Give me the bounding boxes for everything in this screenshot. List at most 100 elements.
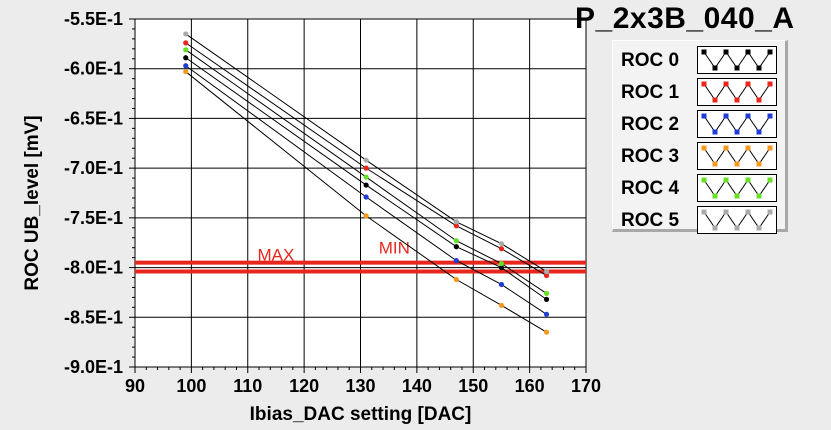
y-tick-label: -6.0E-1 [64,59,123,79]
legend-item-roc-5: ROC 5 [613,205,783,237]
legend-marker [745,177,751,183]
legend-swatch [697,46,777,74]
data-point-roc-2 [543,311,550,317]
data-point-roc-3 [453,276,459,283]
legend-swatch [697,206,777,234]
x-tick-label: 130 [345,376,375,396]
x-tick-label: 100 [176,376,206,396]
data-point-roc-3 [498,302,505,308]
x-tick-label: 90 [125,376,145,396]
x-tick-label: 170 [571,376,601,396]
x-tick-label: 140 [402,376,432,396]
legend-marker [767,81,773,87]
legend-marker [723,81,729,87]
legend-label: ROC 2 [621,114,680,135]
legend-marker [723,113,729,119]
data-point-roc-2 [183,63,189,69]
data-point-roc-0 [453,244,459,250]
y-tick-label: -9.0E-1 [64,357,123,377]
legend-swatch [697,174,777,202]
legend-swatch [697,78,777,106]
legend: ROC 0 ROC 1 ROC 2 ROC 3 ROC 4 ROC 5 [612,40,788,234]
legend-marker [767,145,773,151]
x-tick-label: 120 [289,376,319,396]
legend-label: ROC 1 [621,82,680,103]
x-axis-label: Ibias_DAC setting [DAC] [250,404,472,425]
legend-marker [756,193,762,199]
legend-swatch [697,142,777,170]
legend-marker [712,161,718,167]
data-series [183,31,550,335]
y-tick-label: -8.0E-1 [64,258,123,278]
legend-marker [756,225,762,231]
legend-marker [767,49,773,55]
limit-lines: MAX MIN [135,239,586,274]
data-point-roc-1 [453,223,459,229]
x-tick-label: 110 [233,376,262,396]
data-point-roc-4 [363,174,369,180]
data-point-roc-1 [183,40,189,46]
legend-label: ROC 5 [621,210,680,231]
legend-marker [723,209,729,215]
y-tick-label: -8.5E-1 [64,307,123,327]
chart-title: P_2x3B_040_A [575,2,795,35]
legend-marker [745,209,751,215]
data-point-roc-3 [363,213,369,219]
data-point-roc-5 [498,241,505,247]
legend-marker [745,81,751,87]
legend-marker [745,145,751,151]
data-point-roc-2 [453,258,459,264]
data-point-roc-4 [183,47,189,53]
data-point-roc-1 [498,246,505,252]
legend-label: ROC 0 [621,50,680,71]
legend-marker [767,113,773,119]
data-point-roc-1 [543,272,550,279]
data-point-roc-4 [453,238,459,244]
legend-marker [734,193,740,199]
legend-marker [701,145,707,151]
legend-label: ROC 3 [621,146,680,167]
legend-marker [701,49,707,55]
legend-marker [756,161,762,167]
legend-marker [745,49,751,55]
legend-marker [723,145,729,151]
axes: 90 100 110 120 130 140 150 160 170 -5.5E-1 -6.0E-1… [64,9,601,396]
x-tick-label: 160 [515,376,545,396]
legend-item-roc-1: ROC 1 [613,77,783,109]
data-point-roc-5 [453,219,459,225]
limit-label-min: MIN [379,239,410,258]
legend-marker [701,209,707,215]
legend-marker [723,49,729,55]
data-point-roc-2 [498,281,505,288]
legend-marker [734,161,740,167]
legend-marker [712,65,718,71]
legend-item-roc-4: ROC 4 [613,173,783,205]
legend-marker [756,65,762,71]
legend-marker [767,209,773,215]
legend-item-roc-3: ROC 3 [613,141,783,173]
legend-marker [701,81,707,87]
data-point-roc-1 [363,165,369,171]
data-point-roc-0 [363,182,369,188]
x-tick-label: 150 [458,376,488,396]
data-point-roc-0 [183,55,189,61]
y-axis-label: ROC UB_level [mV] [22,115,43,290]
legend-marker [734,129,740,135]
data-point-roc-0 [498,264,505,271]
legend-marker [712,225,718,231]
y-tick-label: -6.5E-1 [64,108,123,128]
legend-marker [756,129,762,135]
data-point-roc-5 [543,268,550,275]
legend-marker [734,97,740,103]
legend-marker [756,97,762,103]
data-point-roc-2 [363,194,369,200]
y-tick-label: -5.5E-1 [64,9,123,29]
data-point-roc-4 [498,260,505,267]
data-point-roc-3 [183,69,189,75]
legend-marker [701,177,707,183]
legend-marker [701,113,707,119]
limit-label-max: MAX [258,246,295,265]
y-tick-label: -7.0E-1 [64,158,123,178]
data-point-roc-4 [543,290,550,297]
